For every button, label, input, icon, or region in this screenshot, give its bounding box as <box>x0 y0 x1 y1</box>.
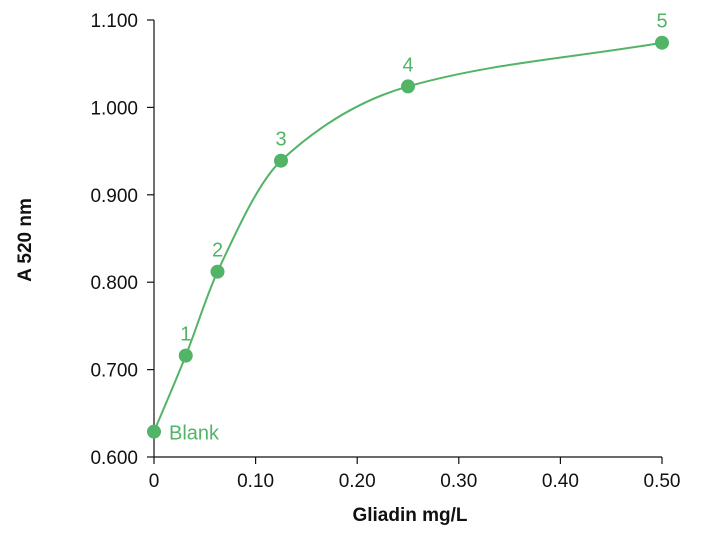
data-point <box>147 424 161 439</box>
x-tick-label: 0.20 <box>339 471 376 492</box>
axes: 0.600 0.700 0.800 0.900 1.000 1.100 0 0.10 0.20 0… <box>90 11 680 492</box>
data-point <box>210 264 225 279</box>
data-point <box>274 153 288 168</box>
x-axis-title: Gliadin mg/L <box>352 505 467 526</box>
data-point-label: 5 <box>656 11 667 33</box>
x-tick-label: 0 <box>149 471 160 492</box>
y-tick-label: 0.600 <box>90 448 138 469</box>
data-point <box>401 79 415 94</box>
data-point-label: 2 <box>212 240 223 262</box>
x-tick-label: 0.40 <box>542 471 579 492</box>
x-tick-label: 0.30 <box>440 471 477 492</box>
data-point-label: Blank <box>169 423 220 445</box>
y-tick-label: 0.700 <box>90 361 138 382</box>
series-line <box>153 41 663 433</box>
data-points-layer: Blank 1 2 3 4 5 <box>147 11 669 445</box>
data-point <box>178 348 193 363</box>
data-point <box>655 35 669 50</box>
x-tick-label: 0.10 <box>237 471 274 492</box>
y-tick-label: 0.800 <box>90 273 138 294</box>
y-axis-title: A 520 nm <box>15 198 36 282</box>
data-point-label: 1 <box>180 324 191 346</box>
y-tick-label: 1.100 <box>90 11 138 32</box>
series-curve-layer <box>153 41 663 433</box>
y-tick-label: 1.000 <box>90 98 138 119</box>
x-tick-label: 0.50 <box>644 471 681 492</box>
data-point-label: 4 <box>402 54 413 76</box>
y-tick-label: 0.900 <box>90 186 138 207</box>
data-point-label: 3 <box>275 129 286 151</box>
